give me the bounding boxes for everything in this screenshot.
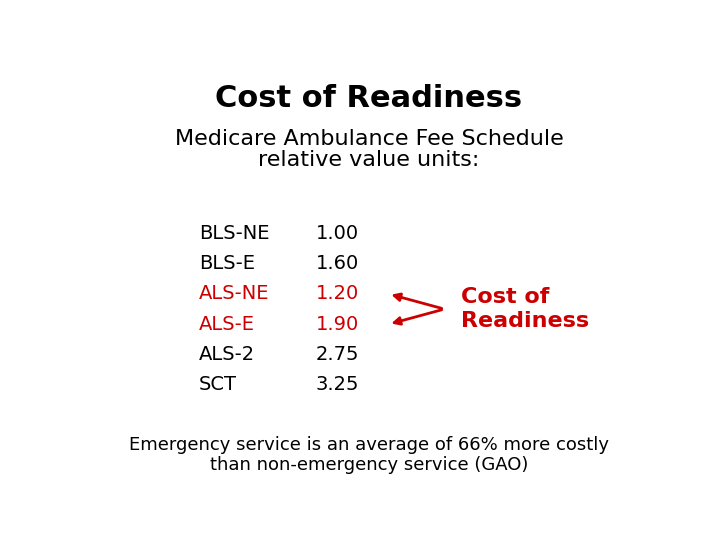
Text: relative value units:: relative value units: bbox=[258, 150, 480, 170]
Text: Medicare Ambulance Fee Schedule: Medicare Ambulance Fee Schedule bbox=[175, 129, 563, 149]
Text: ALS-2: ALS-2 bbox=[199, 345, 255, 364]
Text: than non-emergency service (GAO): than non-emergency service (GAO) bbox=[210, 456, 528, 474]
Text: ALS-NE: ALS-NE bbox=[199, 285, 269, 303]
Text: 1.00: 1.00 bbox=[316, 224, 359, 242]
Text: 1.20: 1.20 bbox=[316, 285, 359, 303]
Text: 1.60: 1.60 bbox=[316, 254, 359, 273]
Text: BLS-E: BLS-E bbox=[199, 254, 255, 273]
Text: BLS-NE: BLS-NE bbox=[199, 224, 269, 242]
Text: 3.25: 3.25 bbox=[316, 375, 359, 394]
Text: 1.90: 1.90 bbox=[316, 315, 359, 334]
Text: SCT: SCT bbox=[199, 375, 237, 394]
Text: ALS-E: ALS-E bbox=[199, 315, 255, 334]
Text: Cost of
Readiness: Cost of Readiness bbox=[461, 287, 589, 332]
Text: Emergency service is an average of 66% more costly: Emergency service is an average of 66% m… bbox=[129, 436, 609, 454]
Text: Cost of Readiness: Cost of Readiness bbox=[215, 84, 523, 112]
Text: 2.75: 2.75 bbox=[316, 345, 359, 364]
